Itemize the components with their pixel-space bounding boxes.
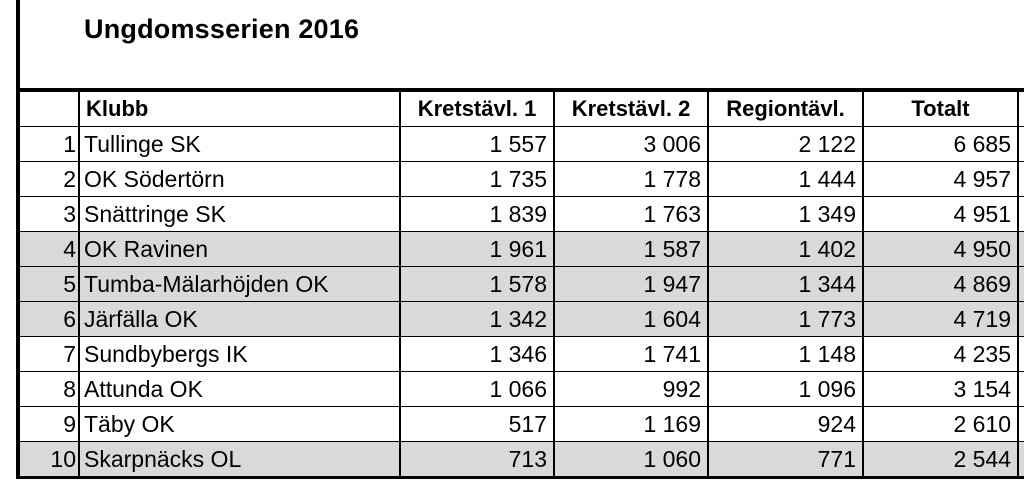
totalt-cell: 4 951 xyxy=(863,196,1019,232)
kretstavl-2-cell: 1 169 xyxy=(554,406,709,442)
extra-cell xyxy=(1018,371,1024,407)
club-cell: OK Södertörn xyxy=(79,161,401,197)
table-row: 4 OK Ravinen 1 961 1 587 1 402 4 950 xyxy=(16,231,1024,267)
kretstavl-2-cell: 992 xyxy=(554,371,709,407)
totalt-cell: 3 154 xyxy=(863,371,1019,407)
totalt-cell: 2 610 xyxy=(863,406,1019,442)
kretstavl-1-cell: 1 066 xyxy=(400,371,555,407)
rank-cell: 3 xyxy=(16,196,80,232)
regiontavl-cell: 1 148 xyxy=(708,336,864,372)
extra-cell xyxy=(1018,161,1024,197)
kretstavl-1-cell: 1 346 xyxy=(400,336,555,372)
kretstavl-1-cell: 517 xyxy=(400,406,555,442)
regiontavl-cell: 1 096 xyxy=(708,371,864,407)
kretstavl-2-cell: 1 741 xyxy=(554,336,709,372)
regiontavl-cell: 1 773 xyxy=(708,301,864,337)
kretstavl-2-cell: 1 060 xyxy=(554,441,709,479)
page-title: Ungdomsserien 2016 xyxy=(84,14,360,44)
kretstavl-1-cell: 713 xyxy=(400,441,555,479)
table-body: 1 Tullinge SK 1 557 3 006 2 122 6 685 2 OK Söde… xyxy=(16,126,1024,479)
results-table: Klubb Kretstävl. 1 Kretstävl. 2 Regiontä… xyxy=(16,88,1024,479)
regiontavl-cell: 1 444 xyxy=(708,161,864,197)
totalt-cell: 4 719 xyxy=(863,301,1019,337)
rank-cell: 7 xyxy=(16,336,80,372)
kretstavl-1-cell: 1 342 xyxy=(400,301,555,337)
rank-cell: 6 xyxy=(16,301,80,337)
regiontavl-cell: 924 xyxy=(708,406,864,442)
header-row: Klubb Kretstävl. 1 Kretstävl. 2 Regiontä… xyxy=(16,88,1024,127)
header-totalt: Totalt xyxy=(863,88,1019,127)
kretstavl-2-cell: 1 778 xyxy=(554,161,709,197)
table-row: 5 Tumba-Mälarhöjden OK 1 578 1 947 1 344 4 86… xyxy=(16,266,1024,302)
header-extra-cell xyxy=(1018,88,1024,127)
kretstavl-2-cell: 3 006 xyxy=(554,126,709,162)
header-club: Klubb xyxy=(79,88,401,127)
table-row: 3 Snättringe SK 1 839 1 763 1 349 4 951 xyxy=(16,196,1024,232)
regiontavl-cell: 1 402 xyxy=(708,231,864,267)
table-row: 6 Järfälla OK 1 342 1 604 1 773 4 719 xyxy=(16,301,1024,337)
rank-cell: 4 xyxy=(16,231,80,267)
table-row: 7 Sundbybergs IK 1 346 1 741 1 148 4 235 xyxy=(16,336,1024,372)
extra-cell xyxy=(1018,231,1024,267)
kretstavl-2-cell: 1 604 xyxy=(554,301,709,337)
club-cell: Sundbybergs IK xyxy=(79,336,401,372)
header-kretstavl-1: Kretstävl. 1 xyxy=(400,88,555,127)
extra-cell xyxy=(1018,301,1024,337)
totalt-cell: 4 950 xyxy=(863,231,1019,267)
club-cell: Tullinge SK xyxy=(79,126,401,162)
kretstavl-1-cell: 1 735 xyxy=(400,161,555,197)
kretstavl-2-cell: 1 947 xyxy=(554,266,709,302)
rank-cell: 5 xyxy=(16,266,80,302)
kretstavl-2-cell: 1 763 xyxy=(554,196,709,232)
header-regiontavl: Regiontävl. xyxy=(708,88,864,127)
totalt-cell: 2 544 xyxy=(863,441,1019,479)
header-kretstavl-2: Kretstävl. 2 xyxy=(554,88,709,127)
regiontavl-cell: 2 122 xyxy=(708,126,864,162)
extra-cell xyxy=(1018,336,1024,372)
rank-cell: 9 xyxy=(16,406,80,442)
totalt-cell: 6 685 xyxy=(863,126,1019,162)
club-cell: Skarpnäcks OL xyxy=(79,441,401,479)
kretstavl-1-cell: 1 578 xyxy=(400,266,555,302)
kretstavl-2-cell: 1 587 xyxy=(554,231,709,267)
title-block: Ungdomsserien 2016 xyxy=(16,0,1024,88)
extra-cell xyxy=(1018,406,1024,442)
club-cell: Täby OK xyxy=(79,406,401,442)
kretstavl-1-cell: 1 961 xyxy=(400,231,555,267)
extra-cell xyxy=(1018,266,1024,302)
totalt-cell: 4 957 xyxy=(863,161,1019,197)
kretstavl-1-cell: 1 839 xyxy=(400,196,555,232)
extra-cell xyxy=(1018,441,1024,479)
table-row: 2 OK Södertörn 1 735 1 778 1 444 4 957 xyxy=(16,161,1024,197)
rank-cell: 8 xyxy=(16,371,80,407)
table-row: 9 Täby OK 517 1 169 924 2 610 xyxy=(16,406,1024,442)
club-cell: Tumba-Mälarhöjden OK xyxy=(79,266,401,302)
table-row: 1 Tullinge SK 1 557 3 006 2 122 6 685 xyxy=(16,126,1024,162)
kretstavl-1-cell: 1 557 xyxy=(400,126,555,162)
club-cell: Järfälla OK xyxy=(79,301,401,337)
results-table-wrap: Klubb Kretstävl. 1 Kretstävl. 2 Regiontä… xyxy=(16,88,1024,479)
totalt-cell: 4 235 xyxy=(863,336,1019,372)
regiontavl-cell: 1 344 xyxy=(708,266,864,302)
rank-cell: 10 xyxy=(16,441,80,479)
club-cell: OK Ravinen xyxy=(79,231,401,267)
rank-cell: 1 xyxy=(16,126,80,162)
extra-cell xyxy=(1018,196,1024,232)
regiontavl-cell: 1 349 xyxy=(708,196,864,232)
rank-cell: 2 xyxy=(16,161,80,197)
table-row: 10 Skarpnäcks OL 713 1 060 771 2 544 xyxy=(16,441,1024,479)
extra-cell xyxy=(1018,126,1024,162)
regiontavl-cell: 771 xyxy=(708,441,864,479)
club-cell: Attunda OK xyxy=(79,371,401,407)
club-cell: Snättringe SK xyxy=(79,196,401,232)
header-rank xyxy=(16,88,80,127)
totalt-cell: 4 869 xyxy=(863,266,1019,302)
table-row: 8 Attunda OK 1 066 992 1 096 3 154 xyxy=(16,371,1024,407)
